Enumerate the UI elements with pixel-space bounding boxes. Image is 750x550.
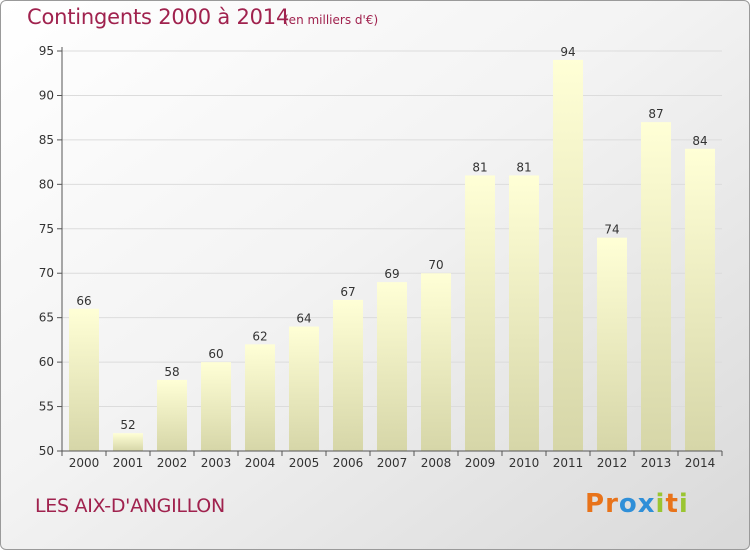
value-label: 60	[208, 347, 223, 361]
y-tick-label: 90	[39, 88, 54, 102]
y-tick-label: 55	[39, 400, 54, 414]
x-tick-label: 2004	[245, 456, 276, 470]
value-label: 81	[472, 160, 487, 174]
bar	[201, 362, 231, 451]
logo-letter: i	[655, 489, 666, 519]
x-tick-label: 2007	[377, 456, 408, 470]
x-tick-label: 2008	[421, 456, 452, 470]
x-tick-label: 2009	[465, 456, 496, 470]
bar	[69, 308, 99, 451]
bar	[509, 175, 539, 451]
chart-subtitle: (en milliers d'€)	[284, 13, 379, 27]
value-label: 67	[340, 285, 355, 299]
value-label: 66	[76, 294, 91, 308]
y-tick-label: 60	[39, 355, 54, 369]
value-label: 74	[604, 223, 619, 237]
x-tick-label: 2001	[113, 456, 144, 470]
logo-letter: P	[585, 489, 606, 519]
value-label: 64	[296, 312, 311, 326]
logo-letter: o	[618, 489, 638, 519]
x-tick-label: 2012	[597, 456, 628, 470]
axes	[57, 47, 723, 456]
logo-letter: r	[605, 489, 619, 519]
y-tick-label: 80	[39, 177, 54, 191]
bar	[421, 273, 451, 451]
value-label: 58	[164, 365, 179, 379]
commune-name: LES AIX-D'ANGILLON	[35, 495, 225, 517]
bar	[333, 299, 363, 451]
bar	[157, 379, 187, 451]
proxiti-logo: Proxiti	[585, 489, 689, 519]
logo-letter: i	[678, 489, 689, 519]
x-tick-label: 2003	[201, 456, 232, 470]
value-label: 62	[252, 329, 267, 343]
x-tick-label: 2005	[289, 456, 320, 470]
logo-letter: t	[665, 489, 679, 519]
value-label: 81	[516, 160, 531, 174]
value-label: 94	[560, 45, 575, 59]
bar	[597, 237, 627, 451]
bar	[245, 344, 275, 451]
bars	[69, 59, 715, 452]
value-label: 87	[648, 107, 663, 121]
bar	[289, 326, 319, 451]
value-label: 70	[428, 258, 443, 272]
y-tick-label: 95	[39, 44, 54, 58]
y-tick-label: 65	[39, 311, 54, 325]
x-tick-label: 2010	[509, 456, 540, 470]
chart-title: Contingents 2000 à 2014	[27, 5, 290, 29]
x-tick-label: 2013	[641, 456, 672, 470]
y-tick-label: 75	[39, 222, 54, 236]
x-tick-label: 2014	[685, 456, 716, 470]
x-tick-label: 2000	[69, 456, 100, 470]
bar	[465, 175, 495, 451]
x-tick-label: 2011	[553, 456, 584, 470]
value-label: 52	[120, 418, 135, 432]
y-tick-label: 85	[39, 133, 54, 147]
logo-letter: x	[637, 489, 656, 519]
bar	[553, 59, 583, 452]
labels: 50 55 60 65 70 75 80 85 90 95 66 2000 52 2001 58 2002 60…	[39, 44, 716, 470]
bar	[113, 433, 143, 451]
y-tick-label: 50	[39, 444, 54, 458]
x-tick-label: 2006	[333, 456, 364, 470]
value-label: 84	[692, 134, 707, 148]
bar	[685, 148, 715, 451]
bar	[641, 122, 671, 451]
x-tick-label: 2002	[157, 456, 188, 470]
bar	[377, 282, 407, 451]
y-tick-label: 70	[39, 266, 54, 280]
value-label: 69	[384, 267, 399, 281]
